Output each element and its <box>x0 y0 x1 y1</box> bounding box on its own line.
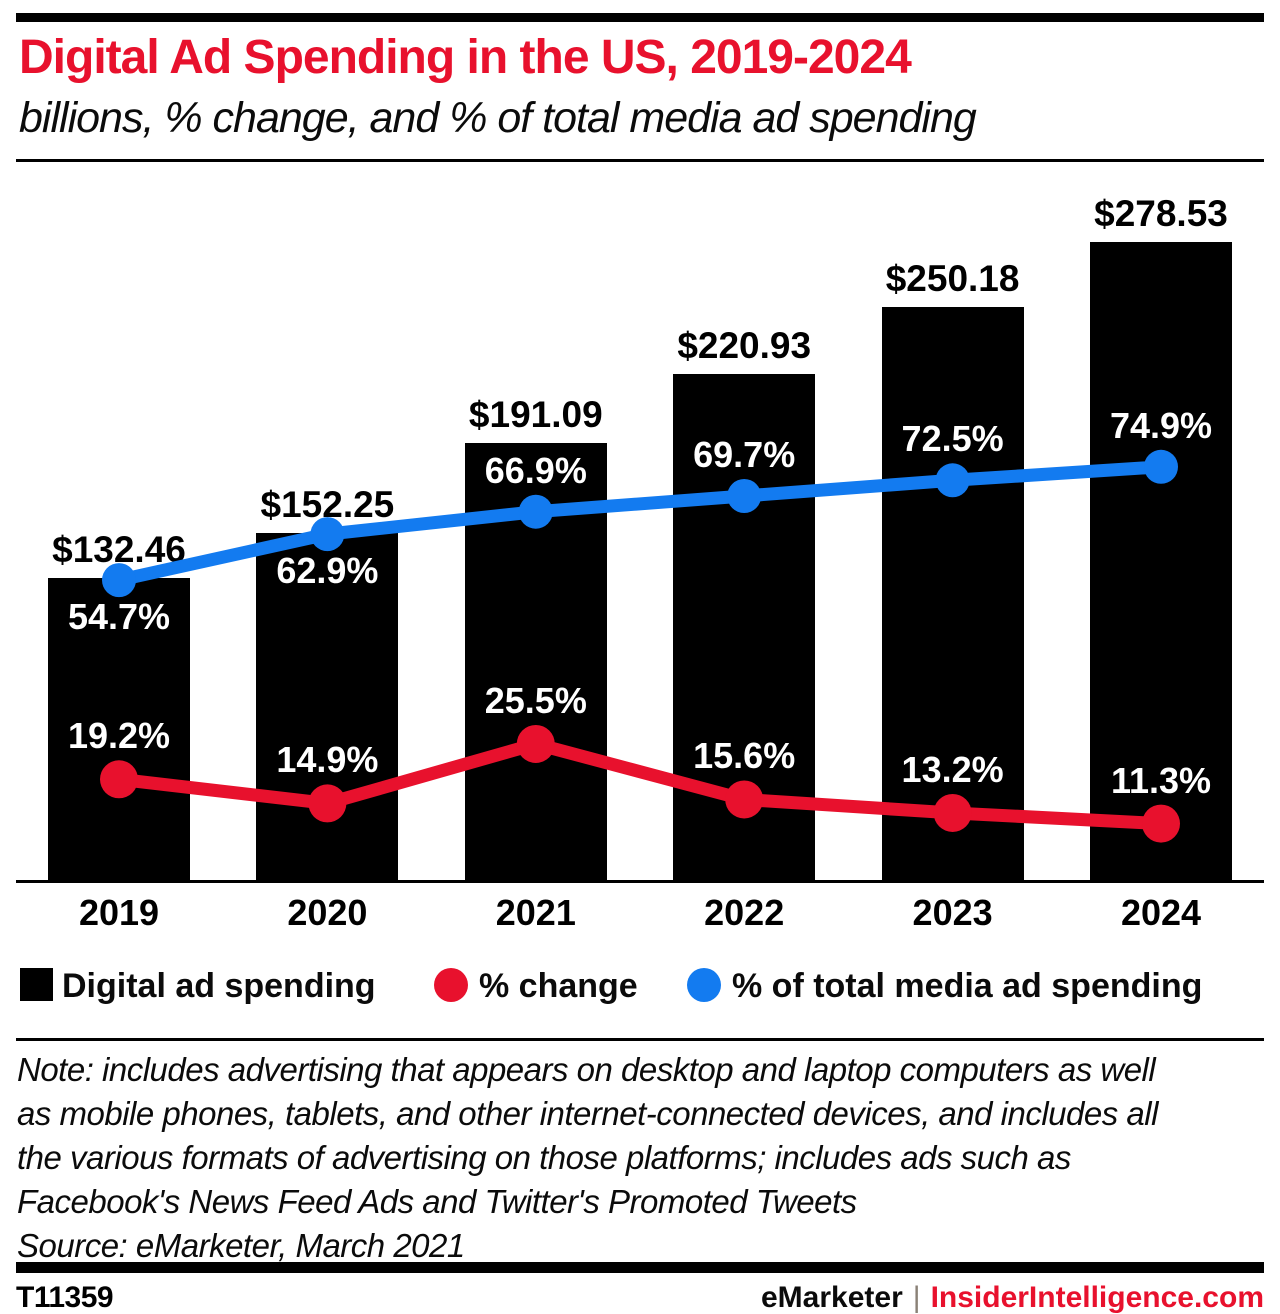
label-share-2020: 62.9% <box>276 550 379 592</box>
bar-value-2024: $278.53 <box>1094 192 1228 234</box>
legend-label-digital-ad-spending: Digital ad spending <box>62 967 376 1005</box>
footer-rule <box>16 1262 1264 1273</box>
label-share-2021: 66.9% <box>484 449 587 491</box>
bar-value-2021: $191.09 <box>468 394 603 436</box>
chart-subtitle: billions, % change, and % of total media… <box>19 94 977 142</box>
chart-id: T11359 <box>16 1281 114 1314</box>
bar-value-2022: $220.93 <box>677 325 812 367</box>
label-change-2020: 14.9% <box>276 739 379 781</box>
legend-label-pct-change: % change <box>479 967 638 1005</box>
note-line-1: Note: includes advertising that appears … <box>17 1051 1156 1088</box>
note-divider <box>16 1038 1264 1041</box>
footer-branding: eMarketer | InsiderIntelligence.com <box>761 1281 1264 1314</box>
bar-value-2023: $250.18 <box>885 258 1020 300</box>
legend-dot-pct-of-total <box>687 968 721 1002</box>
label-change-2021: 25.5% <box>484 679 587 721</box>
x-tick-2019: 2019 <box>78 892 160 933</box>
note-line-3: the various formats of advertising on th… <box>17 1139 1071 1176</box>
x-tick-2022: 2022 <box>704 892 785 933</box>
bar-value-2019: $132.46 <box>52 529 186 571</box>
legend-swatch-digital-ad-spending <box>20 968 53 1001</box>
bar-2023 <box>881 307 1024 883</box>
top-rule <box>16 13 1264 22</box>
label-share-2019: 54.7% <box>67 596 171 638</box>
label-share-2024: 74.9% <box>1109 404 1213 446</box>
bar-2019 <box>48 578 190 883</box>
legend-label-pct-of-total: % of total media ad spending <box>732 967 1203 1005</box>
label-change-2022: 15.6% <box>693 735 796 777</box>
title-divider <box>16 159 1264 162</box>
footer-brand-emarketer: eMarketer <box>761 1281 903 1314</box>
label-change-2019: 19.2% <box>67 715 171 757</box>
label-change-2024: 11.3% <box>1110 759 1212 801</box>
legend-dot-pct-change <box>434 968 468 1002</box>
label-share-2023: 72.5% <box>901 418 1004 460</box>
note-line-4: Facebook's News Feed Ads and Twitter's P… <box>17 1183 857 1220</box>
label-share-2022: 69.7% <box>693 433 796 475</box>
x-tick-2020: 2020 <box>287 892 368 933</box>
chart-title: Digital Ad Spending in the US, 2019-2024 <box>19 31 912 84</box>
bar-value-2020: $152.25 <box>260 483 395 525</box>
x-tick-2023: 2023 <box>912 892 993 933</box>
bar-2021 <box>464 443 607 883</box>
x-axis-line <box>16 880 1264 883</box>
source-line: Source: eMarketer, March 2021 <box>17 1227 465 1264</box>
label-change-2023: 13.2% <box>901 748 1004 790</box>
x-tick-2021: 2021 <box>495 892 576 933</box>
footer-divider: | <box>912 1281 921 1314</box>
note-line-2: as mobile phones, tablets, and other int… <box>17 1095 1158 1132</box>
x-tick-2024: 2024 <box>1120 892 1202 933</box>
footer-site-link[interactable]: InsiderIntelligence.com <box>930 1281 1264 1314</box>
